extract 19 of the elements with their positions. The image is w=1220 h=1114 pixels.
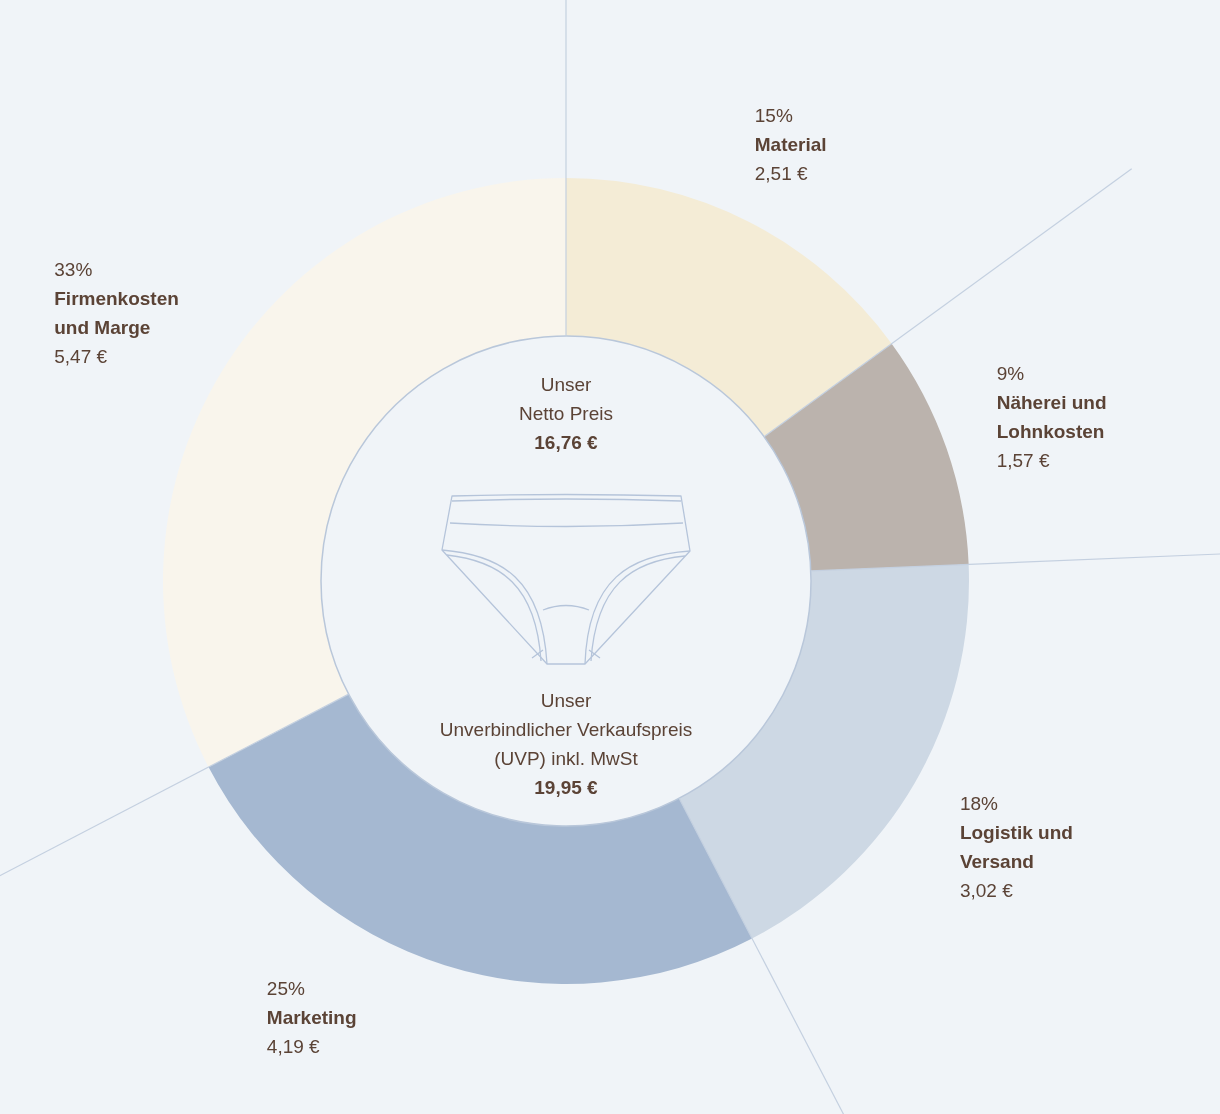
text: 9% bbox=[996, 362, 1025, 384]
text: 18% bbox=[959, 792, 999, 814]
slice-label: Firmenkosten und Marge bbox=[54, 288, 179, 339]
slice-label: Logistik und Versand bbox=[959, 821, 1073, 872]
text: Unser Netto Preis bbox=[518, 373, 614, 426]
data-label: 1,57 € bbox=[996, 449, 1050, 471]
slice-label: Näherei und Lohnkosten bbox=[996, 391, 1107, 442]
data-label: 5,47 € bbox=[54, 346, 108, 368]
text: 19,95 € bbox=[533, 776, 599, 800]
data-label: 4,19 € bbox=[266, 1036, 321, 1058]
text: 16,76 € bbox=[533, 431, 599, 455]
data-label: 3,02 € bbox=[959, 879, 1014, 901]
text: 15% bbox=[754, 104, 793, 126]
text: Unser Unverbindlicher Verkaufspreis (UVP) inkl. MwSt bbox=[438, 689, 694, 771]
slice-label: Material bbox=[754, 133, 827, 155]
slice-label: Marketing bbox=[266, 1007, 357, 1029]
text: 25% bbox=[266, 978, 305, 1000]
data-label: 2,51 € bbox=[754, 162, 809, 184]
text: 33% bbox=[54, 259, 93, 281]
